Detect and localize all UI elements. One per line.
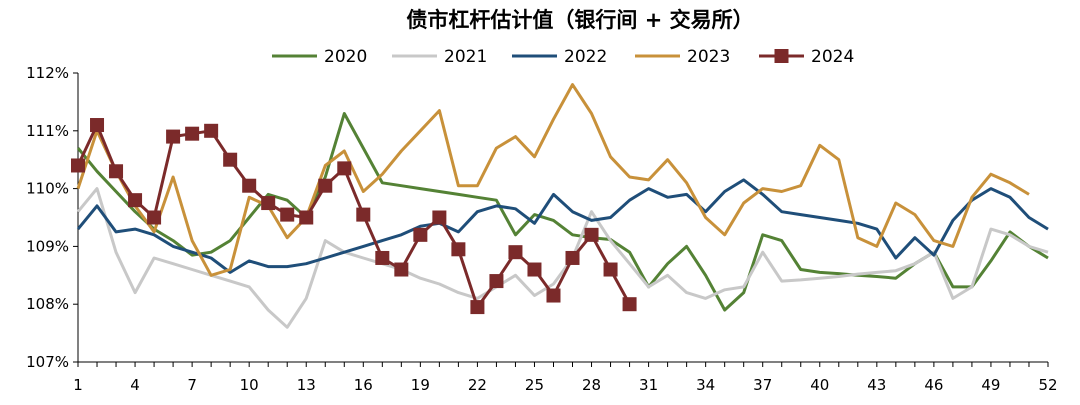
series-line-2023	[76, 83, 1030, 277]
data-point-2024	[280, 207, 295, 222]
x-tick-label: 19	[411, 376, 430, 394]
x-tick-label: 1	[73, 376, 83, 394]
data-point-2024	[584, 227, 599, 242]
data-point-2024	[261, 196, 276, 211]
data-point-2024	[90, 118, 105, 133]
legend-label: 2024	[811, 47, 854, 67]
x-tick-label: 28	[582, 376, 601, 394]
x-tick-label: 25	[525, 376, 544, 394]
legend-label: 2023	[687, 47, 730, 67]
data-point-2024	[166, 129, 181, 144]
x-tick-label: 52	[1038, 376, 1057, 394]
legend-label: 2021	[444, 47, 487, 67]
legend-label: 2020	[324, 47, 367, 67]
y-tick-label: 110%	[26, 180, 69, 198]
data-point-2024	[622, 297, 637, 312]
data-point-2024	[489, 274, 504, 289]
data-point-2024	[147, 210, 162, 225]
data-point-2024	[318, 178, 333, 193]
data-point-2024	[451, 242, 466, 257]
x-axis: 1 4 7 10 13 16 19 22 25 28 31 34 37 40 43 46 49 52	[73, 361, 1058, 394]
x-tick-label: 22	[468, 376, 487, 394]
data-point-2024	[470, 300, 485, 315]
x-tick-label: 13	[297, 376, 316, 394]
y-tick-label: 108%	[26, 295, 69, 313]
x-tick-label: 46	[924, 376, 943, 394]
series-2021	[76, 187, 1049, 329]
data-point-2024	[204, 123, 219, 138]
data-point-2024	[546, 288, 561, 303]
x-tick-label: 10	[240, 376, 259, 394]
data-point-2024	[337, 161, 352, 176]
x-tick-label: 16	[354, 376, 373, 394]
y-tick-label: 111%	[26, 122, 69, 140]
legend: 2020 2021 2022 2023 2024	[272, 47, 854, 67]
data-point-2024	[242, 178, 257, 193]
series-2023	[76, 83, 1030, 277]
series-line-2021	[76, 187, 1049, 329]
data-point-2024	[432, 210, 447, 225]
data-point-2024	[527, 262, 542, 277]
data-point-2024	[394, 262, 409, 277]
data-point-2024	[299, 210, 314, 225]
plot-series	[71, 83, 1049, 329]
data-point-2024	[109, 164, 124, 179]
x-tick-label: 7	[187, 376, 197, 394]
data-point-2024	[356, 207, 371, 222]
legend-item-2023: 2023	[635, 47, 730, 67]
legend-item-2024: 2024	[759, 47, 854, 67]
data-point-2024	[128, 193, 143, 208]
data-point-2024	[71, 158, 85, 173]
data-point-2024	[413, 227, 428, 242]
x-tick-label: 40	[810, 376, 829, 394]
data-point-2024	[375, 250, 390, 265]
x-tick-label: 34	[696, 376, 715, 394]
series-2022	[76, 178, 1049, 274]
data-point-2024	[223, 152, 238, 167]
data-point-2024	[185, 126, 200, 141]
chart-title: 债市杠杆估计值（银行间 + 交易所）	[406, 8, 753, 32]
y-axis: 107% 108% 109% 110% 111% 112%	[26, 64, 79, 371]
data-point-2024	[603, 262, 618, 277]
data-point-2024	[565, 250, 580, 265]
x-tick-label: 49	[981, 376, 1000, 394]
legend-marker	[774, 49, 789, 63]
y-tick-label: 112%	[26, 64, 69, 82]
legend-item-2020: 2020	[272, 47, 367, 67]
y-tick-label: 107%	[26, 353, 69, 371]
x-tick-label: 31	[639, 376, 658, 394]
x-tick-label: 4	[130, 376, 140, 394]
x-tick-label: 43	[867, 376, 886, 394]
y-tick-label: 109%	[26, 237, 69, 255]
series-line-2022	[76, 178, 1049, 274]
legend-item-2022: 2022	[512, 47, 607, 67]
legend-label: 2022	[564, 47, 607, 67]
x-tick-label: 37	[753, 376, 772, 394]
data-point-2024	[508, 245, 523, 260]
series-2024	[71, 118, 637, 315]
legend-item-2021: 2021	[392, 47, 487, 67]
